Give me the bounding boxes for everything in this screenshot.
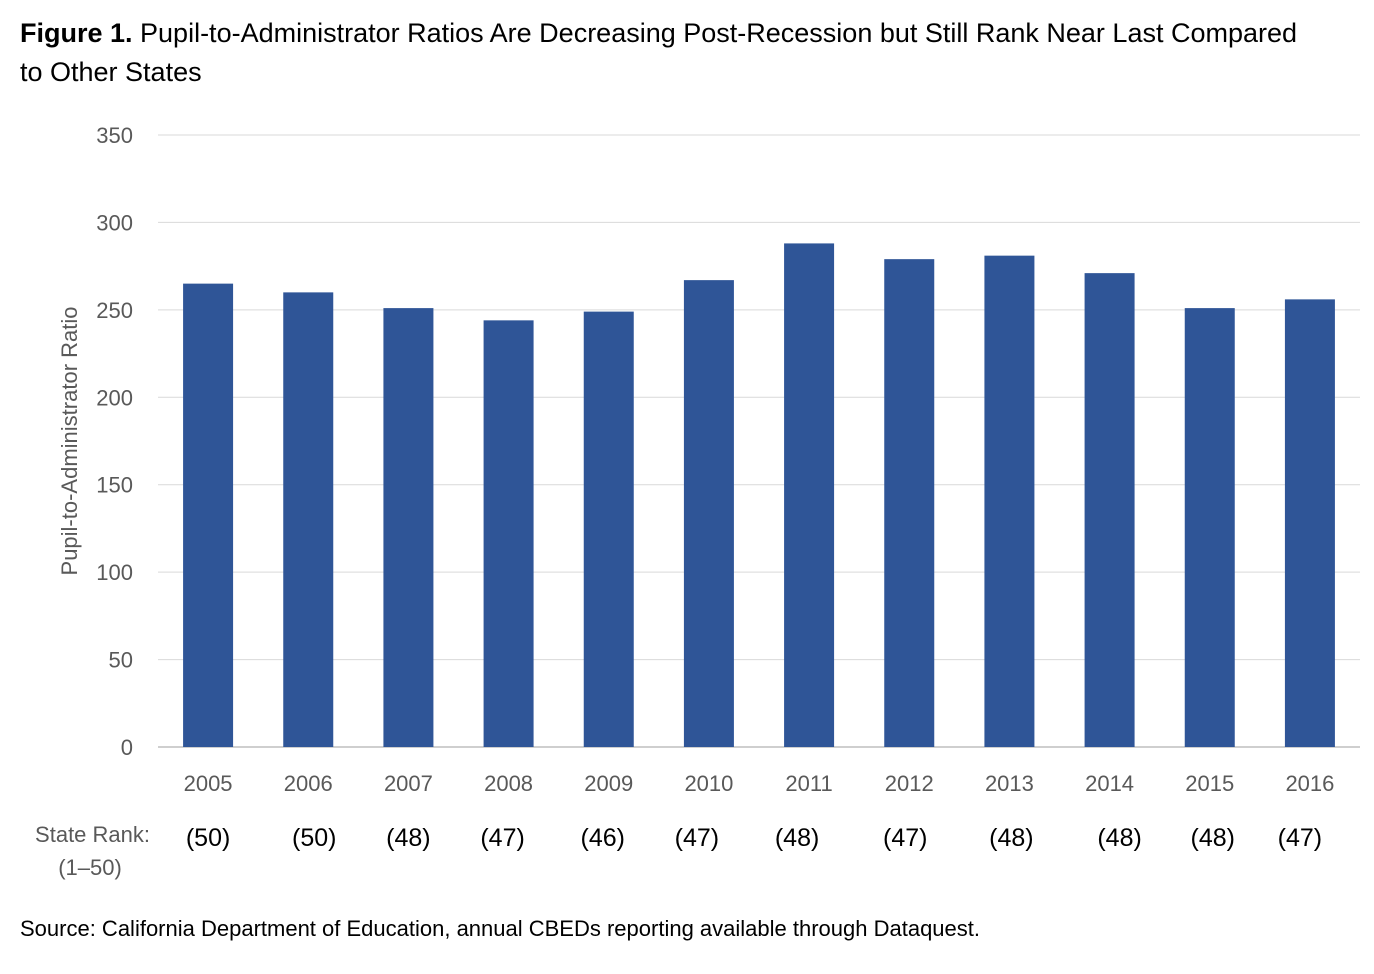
x-axis-ticks: 2005 2006 2007 2008 2009 2010 2011 2012 2013 2014…	[184, 771, 1335, 796]
state-rank-2015: (48)	[1191, 824, 1235, 852]
state-rank-2016: (47)	[1278, 824, 1322, 852]
x-tick-label: 2014	[1085, 771, 1134, 796]
state-rank-caption: State Rank:	[35, 822, 150, 847]
x-tick-label: 2006	[284, 771, 333, 796]
state-rank-2010: (47)	[675, 824, 719, 852]
x-tick-label: 2011	[785, 771, 832, 796]
state-rank-2014: (48)	[1097, 824, 1141, 852]
x-tick-label: 2013	[985, 771, 1034, 796]
bar-2005	[183, 283, 234, 747]
source-note: Source: California Department of Educati…	[20, 916, 980, 941]
x-tick-label: 2015	[1185, 771, 1234, 796]
bars	[183, 243, 1335, 747]
y-tick-label: 250	[96, 298, 133, 323]
x-tick-label: 2016	[1285, 771, 1334, 796]
y-tick-label: 150	[96, 473, 133, 498]
y-tick-label: 200	[96, 385, 133, 410]
state-rank-2005: (50)	[186, 824, 230, 852]
state-rank-2007: (48)	[386, 824, 430, 852]
state-rank-2011: (48)	[775, 824, 819, 852]
state-rank-2009: (46)	[581, 824, 625, 852]
y-tick-label: 50	[109, 648, 133, 673]
y-axis-title: Pupil-to-Administrator Ratio	[57, 307, 82, 576]
bar-2015	[1184, 308, 1235, 747]
bar-2010	[683, 280, 734, 747]
x-tick-label: 2012	[885, 771, 934, 796]
figure-title: Figure 1. Pupil-to-Administrator Ratios …	[20, 14, 1320, 92]
bar-2012	[884, 259, 935, 747]
x-tick-label: 2008	[484, 771, 533, 796]
state-rank-2006: (50)	[292, 824, 336, 852]
figure-title-text: Pupil-to-Administrator Ratios Are Decrea…	[20, 18, 1298, 87]
figure-number: Figure 1.	[20, 18, 133, 48]
bar-2009	[583, 311, 634, 747]
x-tick-label: 2005	[184, 771, 233, 796]
bar-2006	[283, 292, 334, 747]
y-tick-label: 300	[96, 210, 133, 235]
state-rank-range-caption: (1–50)	[58, 855, 122, 880]
y-tick-label: 350	[96, 123, 133, 148]
bar-2014	[1084, 273, 1135, 747]
y-tick-label: 100	[96, 560, 133, 585]
state-rank-2012: (47)	[883, 824, 927, 852]
bar-2008	[483, 320, 534, 747]
x-tick-label: 2009	[584, 771, 633, 796]
x-tick-label: 2010	[684, 771, 733, 796]
y-tick-label: 0	[121, 735, 133, 760]
bar-2007	[383, 308, 434, 747]
state-rank-2013: (48)	[989, 824, 1033, 852]
bar-2016	[1284, 299, 1335, 747]
bar-2013	[984, 255, 1035, 747]
state-rank-2008: (47)	[480, 824, 524, 852]
x-tick-label: 2007	[384, 771, 433, 796]
y-axis-ticks: 0 50 100 150 200 250 300 350	[96, 123, 133, 760]
gridlines	[158, 134, 1360, 748]
state-rank-row: State Rank: (1–50) (50) (50) (48) (47) (46) (…	[35, 822, 1322, 880]
bar-2011	[784, 243, 835, 747]
